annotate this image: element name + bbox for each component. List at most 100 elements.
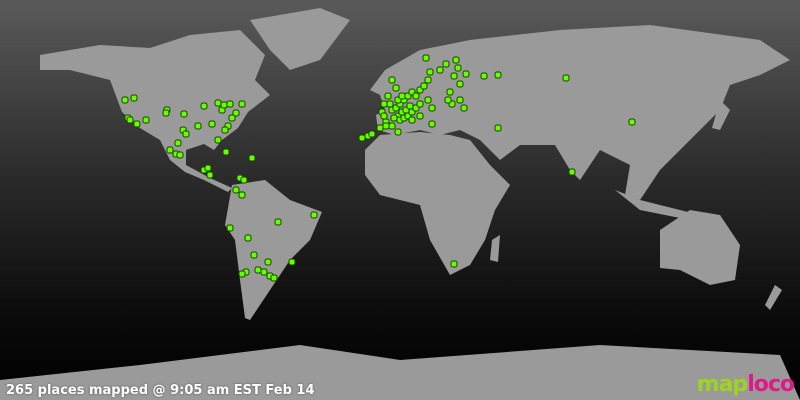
visitor-marker [368,130,376,138]
visitor-marker [426,68,434,76]
greenland [250,8,350,70]
visitor-marker [274,218,282,226]
visitor-marker [568,168,576,176]
visitor-marker [446,88,454,96]
visitor-marker [394,128,402,136]
places-mapped-status: 265 places mapped @ 9:05 am EST Feb 14 [6,383,315,398]
visitor-marker [382,122,390,130]
visitor-marker [390,114,398,122]
visitor-marker [384,92,392,100]
visitor-marker [166,146,174,154]
visitor-marker [142,116,150,124]
visitor-marker [260,268,268,276]
visitor-marker [220,101,228,109]
visitor-marker [398,92,406,100]
visitor-markers [121,54,636,282]
visitor-marker [462,70,470,78]
visitor-marker [406,102,414,110]
indonesia [615,190,700,220]
visitor-marker [310,211,318,219]
visitor-marker [206,171,214,179]
visitor-marker [214,136,222,144]
visitor-marker [450,260,458,268]
visitor-marker [412,92,420,100]
south-america [225,180,322,320]
visitor-marker [232,186,240,194]
visitor-marker [442,60,450,68]
visitor-marker [270,274,278,282]
visitor-marker [232,109,240,117]
visitor-marker [228,114,236,122]
visitor-marker [416,112,424,120]
visitor-marker [452,56,460,64]
visitor-marker [454,64,462,72]
visitor-marker [244,234,252,242]
visitor-marker [388,122,396,130]
north-america [40,30,270,192]
visitor-marker [222,148,230,156]
visitor-marker [388,76,396,84]
visitor-marker [264,258,272,266]
visitor-marker [214,99,222,107]
visitor-marker [176,151,184,159]
visitor-marker [416,100,424,108]
visitor-marker [240,176,248,184]
visitor-marker [121,96,129,104]
visitor-marker [200,102,208,110]
madagascar [490,235,500,262]
visitor-marker [494,71,502,79]
visitor-marker [238,270,246,278]
australia [660,210,740,285]
visitor-marker [238,191,246,199]
visitor-marker [424,96,432,104]
visitor-marker [628,118,636,126]
visitor-marker [208,120,216,128]
visitor-marker [480,72,488,80]
visitor-marker [456,96,464,104]
visitor-marker [204,164,212,172]
logo-loco-text: loco [747,372,795,397]
visitor-marker [380,112,388,120]
antarctica [0,345,800,400]
visitor-marker [444,96,452,104]
visitor-marker [428,104,436,112]
visitor-marker [194,122,202,130]
visitor-marker [126,116,134,124]
visitor-marker [226,224,234,232]
visitor-marker [358,134,366,142]
visitor-marker [180,110,188,118]
visitor-marker [221,126,229,134]
visitor-marker [162,109,170,117]
visitor-marker [428,120,436,128]
visitor-marker [133,120,141,128]
logo-map-text: map [696,372,749,397]
visitor-marker [376,124,384,132]
visitor-marker [174,139,182,147]
visitor-marker [422,54,430,62]
visitor-marker [424,76,432,84]
visitor-marker [182,130,190,138]
visitor-marker [494,124,502,132]
maploco-logo[interactable]: maploco [696,372,795,397]
japan [712,100,730,130]
visitor-marker [392,84,400,92]
eurasia [370,25,790,200]
visitor-marker [386,100,394,108]
visitor-marker [436,66,444,74]
visitor-marker [408,116,416,124]
visitor-marker [450,72,458,80]
visitor-marker [130,94,138,102]
visitor-marker [250,251,258,259]
visitor-marker [248,154,256,162]
visitor-marker [456,80,464,88]
visitor-marker [288,258,296,266]
new-zealand [765,285,782,310]
visitor-marker [226,100,234,108]
visitor-marker [254,266,262,274]
visitor-marker [420,82,428,90]
visitor-marker [562,74,570,82]
visitor-marker [238,100,246,108]
landmasses [0,8,800,400]
visitor-marker [460,104,468,112]
